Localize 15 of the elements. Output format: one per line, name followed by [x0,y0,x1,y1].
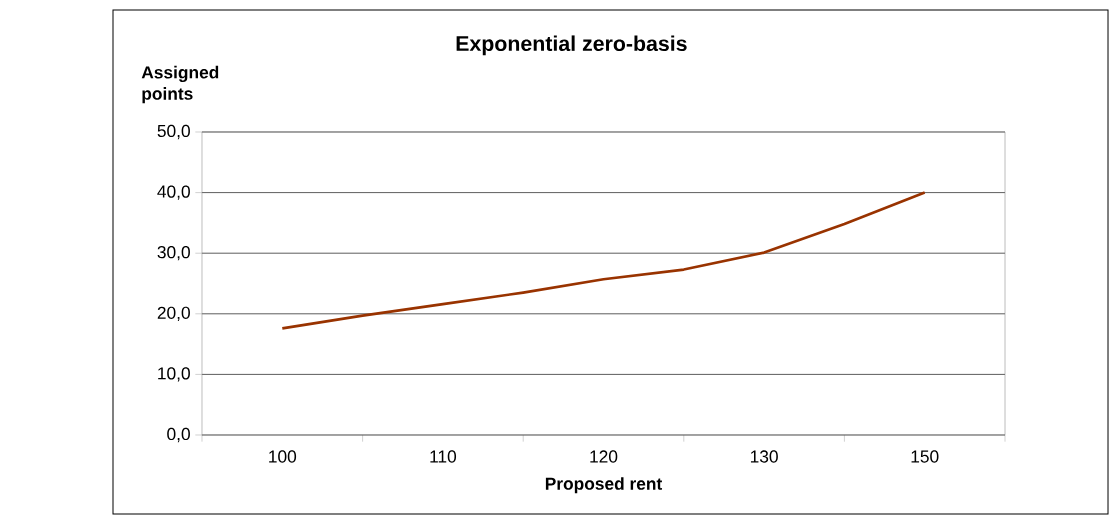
y-tick-label: 0,0 [167,427,190,443]
y-axis-title: Assigned points [141,65,219,104]
x-tick-label: 120 [590,450,618,463]
y-tick-label: 20,0 [157,306,190,321]
chart-title: Exponential zero-basis [456,35,687,56]
y-tick-label: 10,0 [158,367,190,382]
y-tick-label: 50,0 [157,124,190,140]
x-tick-label: 110 [430,450,457,463]
line-series [280,191,927,330]
x-tick-label: 130 [750,450,778,463]
x-tick-label: 100 [269,450,297,463]
x-tick-label: 150 [911,450,939,463]
y-tick-label: 30,0 [157,246,190,261]
x-axis-title: Proposed rent [545,477,663,494]
y-tick-label: 40,0 [157,185,190,200]
